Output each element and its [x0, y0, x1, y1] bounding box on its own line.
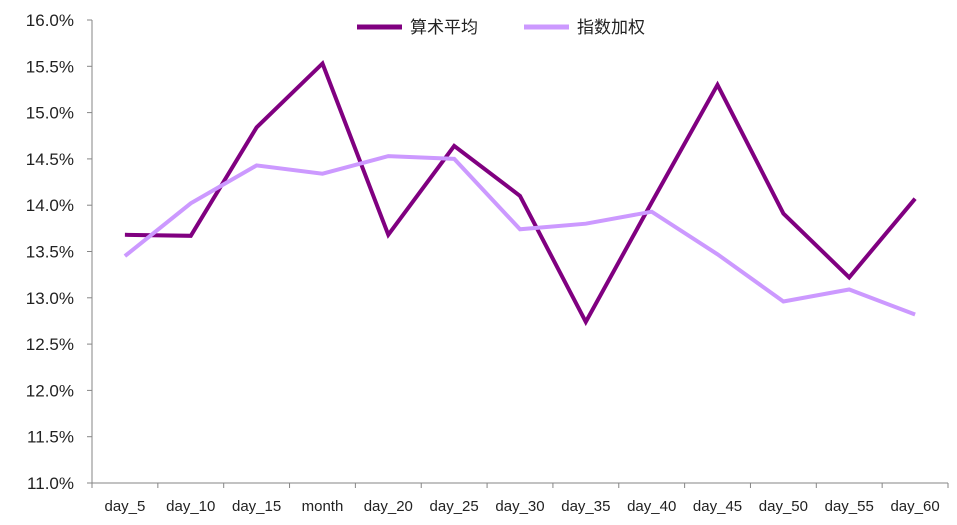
x-tick-label: day_50 — [759, 498, 808, 515]
x-tick-label: day_40 — [627, 498, 676, 515]
series-line-2 — [123, 154, 916, 317]
chart-axes — [91, 20, 948, 484]
y-tick-label: 15.0% — [26, 104, 74, 123]
y-tick-label: 12.5% — [26, 335, 74, 354]
y-tick-label: 14.5% — [26, 150, 74, 169]
x-axis-ticks: day_5 day_10 day_15 month day_20 day_25 day_30… — [91, 483, 949, 515]
x-tick-label: day_35 — [561, 498, 610, 515]
y-tick-label: 13.5% — [26, 243, 74, 262]
x-tick-label: day_10 — [166, 498, 215, 515]
legend: 算术平均 指数加权 — [357, 18, 645, 38]
y-tick-label: 11.0% — [27, 474, 74, 493]
series-group — [123, 59, 917, 327]
x-tick-label: day_30 — [495, 498, 544, 515]
y-tick-label: 16.0% — [26, 11, 74, 30]
y-tick-label: 12.0% — [26, 381, 74, 400]
y-tick-label: 13.0% — [26, 289, 74, 308]
series-line-1 — [124, 59, 917, 327]
y-axis-ticks: 11.0% 11.5% 12.0% 12.5% 13.0% 13.5% 14.0% 14.5%… — [26, 11, 92, 493]
x-tick-label: day_45 — [693, 498, 742, 515]
x-tick-label: day_55 — [825, 498, 874, 515]
x-tick-label: day_20 — [364, 498, 413, 515]
x-tick-label: day_25 — [430, 498, 479, 515]
y-tick-label: 14.0% — [26, 196, 74, 215]
x-tick-label: day_15 — [232, 498, 281, 515]
legend-label-1: 算术平均 — [410, 18, 478, 38]
y-tick-label: 15.5% — [26, 57, 74, 76]
y-tick-label: 11.5% — [27, 428, 74, 447]
x-tick-label: day_5 — [104, 498, 145, 515]
legend-label-2: 指数加权 — [577, 18, 645, 38]
x-tick-label: day_60 — [890, 498, 939, 515]
x-tick-label: month — [302, 498, 344, 515]
